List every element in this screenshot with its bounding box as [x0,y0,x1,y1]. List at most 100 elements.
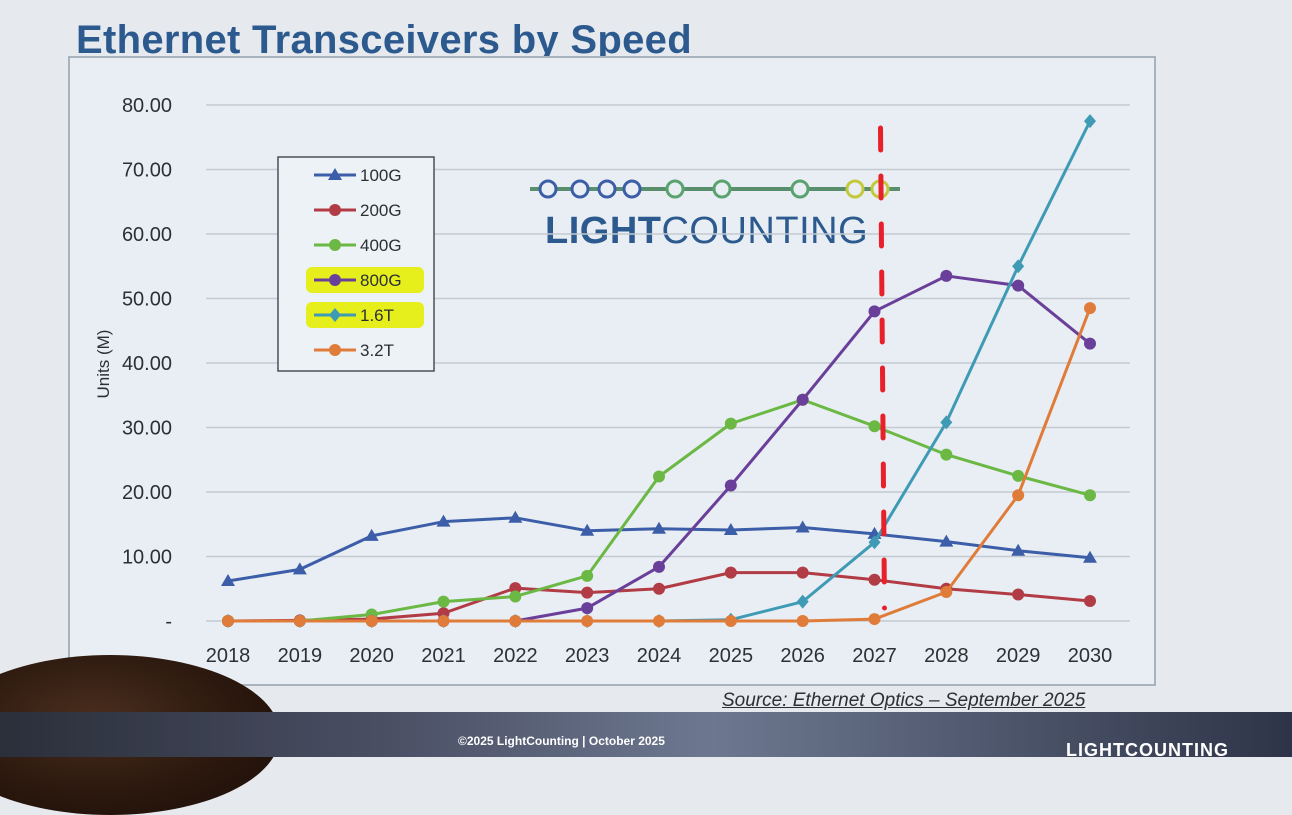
x-tick-label: 2027 [852,645,897,667]
data-point-400g [868,420,881,433]
data-point-100g [1083,550,1097,563]
slide-title: Ethernet Transceivers by Speed [76,18,692,62]
x-tick-label: 2029 [996,645,1041,667]
data-point-3-2t [724,615,737,627]
data-point-100g [652,521,666,534]
y-tick-label: 50.00 [122,289,172,311]
legend-label-200g: 200G [360,201,402,220]
logo-dot [712,179,732,199]
data-point-3-2t [796,615,809,627]
data-point-3-2t [222,615,234,627]
y-tick-label: 60.00 [122,224,172,246]
data-point-800g [1012,279,1025,292]
data-point-3-2t [868,613,881,626]
data-point-200g [653,582,665,595]
data-point-100g [292,562,307,575]
data-point-1-6t [1084,114,1096,129]
legend-label-400g: 400G [360,236,402,255]
data-point-400g [581,569,594,582]
data-point-1-6t [796,594,809,609]
x-tick-label: 2018 [206,645,251,667]
x-tick-label: 2026 [780,645,825,667]
source-note: Source: Ethernet Optics – September 2025 [722,690,1086,711]
data-point-100g [580,523,595,536]
logo-dot [845,179,865,199]
y-tick-label: 30.00 [122,418,172,440]
data-point-400g [509,590,522,603]
data-point-400g [1012,469,1025,482]
legend-marker-400g [329,239,341,251]
legend-marker-3-2t [329,344,341,356]
annotation-2027-dashed-line [878,125,887,611]
data-point-1-6t [1012,259,1025,274]
y-tick-labels: - 10.00 20.00 30.00 40.00 50.00 60.00 70.00 80.0… [122,95,172,633]
chart-legend: 100G 200G 400G 800G 1.6T 3.2T [277,156,435,372]
data-point-200g [724,566,737,579]
data-point-400g [940,448,953,461]
legend-highlight [306,267,424,293]
data-point-3-2t [940,585,953,598]
data-point-100g [221,574,235,587]
footer-bar [0,712,1292,757]
data-point-200g [796,566,809,579]
data-point-800g [581,602,594,615]
data-point-800g [940,269,953,282]
data-point-100g [364,528,379,541]
series-layer [221,114,1097,628]
legend-marker-200g [329,204,341,216]
data-point-200g [509,582,522,595]
data-point-3-2t [509,615,522,627]
x-tick-label: 2020 [349,645,394,667]
data-point-800g [868,305,881,318]
logo-dot [790,179,810,199]
legend-label-1-6t: 1.6T [360,306,394,325]
data-point-800g [796,393,809,406]
series-100g [221,510,1097,587]
data-point-100g [508,510,523,523]
y-tick-label: 80.00 [122,95,172,117]
footer-logo: LIGHTCOUNTING [1066,740,1229,760]
legend-marker-1-6t [329,308,341,322]
logo-dot [665,179,685,199]
logo-dot [570,179,590,199]
lightcounting-logo: LIGHTCOUNTING [545,210,868,253]
x-tick-label: 2019 [278,645,323,667]
data-point-400g [724,417,737,430]
y-axis-title: Units (M) [94,330,113,399]
logo-regular-part: COUNTING [661,210,869,252]
data-point-200g [581,586,594,599]
data-point-800g [724,479,737,492]
data-point-1-6t [940,415,953,430]
data-point-400g [437,595,450,608]
logo-dots-icon [530,179,900,199]
data-point-200g [1084,595,1096,608]
data-point-3-2t [365,615,378,627]
x-tick-label: 2022 [493,645,538,667]
data-point-3-2t [437,615,450,627]
data-point-100g [436,514,451,527]
legend-label-3-2t: 3.2T [360,341,394,360]
footer-copyright: ©2025 LightCounting | October 2025 [458,734,665,748]
x-tick-label: 2025 [709,645,754,667]
x-tick-label: 2024 [637,645,682,667]
data-point-200g [868,573,881,586]
data-point-1-6t [868,535,881,550]
data-point-100g [795,520,810,533]
data-point-100g [1011,543,1026,556]
logo-dot [538,179,558,199]
series-3-2t [222,302,1096,627]
logo-bold-part: LIGHT [545,210,662,252]
data-point-800g [1084,337,1096,350]
legend-marker-800g [329,274,341,286]
chart-frame [68,56,1156,686]
x-tick-label: 2028 [924,645,969,667]
data-point-3-2t [653,615,665,627]
x-tick-labels: 2018 2019 2020 2021 2022 2023 2024 2025 2026 2027… [206,645,1113,667]
data-point-3-2t [581,615,594,627]
chart-svg: - 10.00 20.00 30.00 40.00 50.00 60.00 70.00 80.0… [94,95,1130,667]
data-point-400g [653,470,665,483]
y-tick-label: 70.00 [122,160,172,182]
series-line-200g [227,571,1091,623]
x-tick-label: 2023 [565,645,610,667]
y-tick-label: - [165,611,172,633]
